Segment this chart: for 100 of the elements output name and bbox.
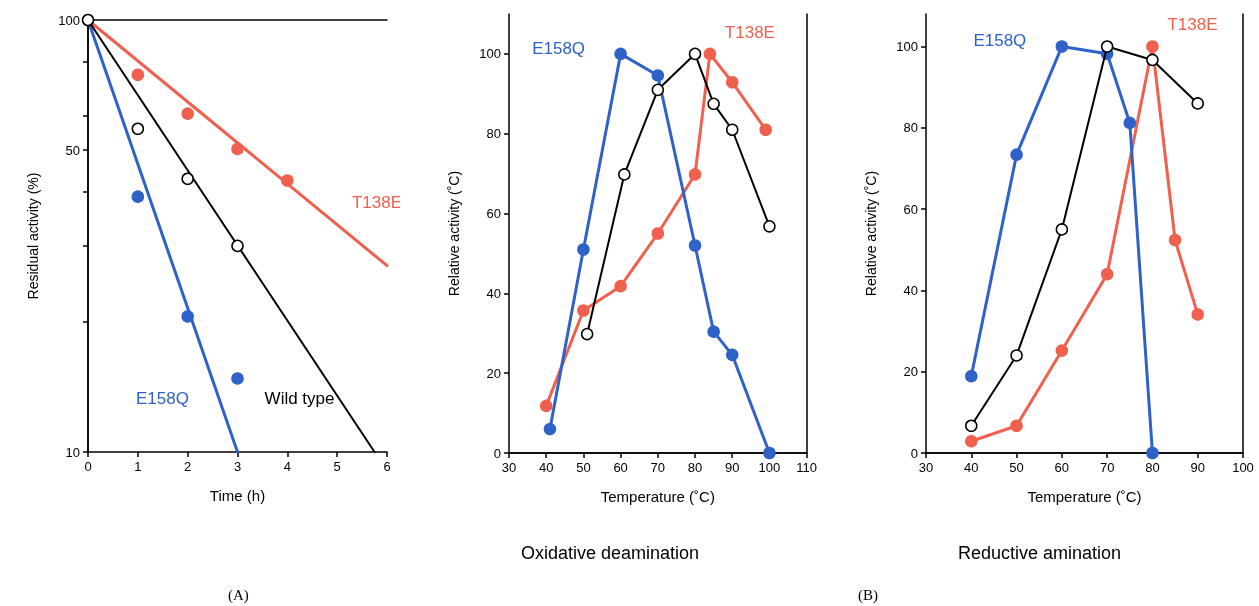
point [614,47,627,61]
y-tick-label: 50 [65,142,80,158]
point [1191,97,1204,110]
y-tick-label: 100 [479,46,501,62]
point [707,325,720,338]
point [759,123,772,136]
point [231,239,244,253]
x-tick-label: 80 [1145,460,1160,475]
x-tick-label: 40 [964,460,979,475]
y-tick-label: 40 [486,285,501,301]
y-tick-label: 10 [65,444,80,460]
series-label: T138E [1167,15,1218,35]
x-tick-label: 50 [576,460,591,475]
y-tick-label: 20 [486,365,501,381]
point [1100,267,1114,281]
point [81,13,95,27]
point [1168,233,1182,247]
x-tick-label: 80 [687,460,703,475]
text: Reductive amination [957,543,1122,563]
x-tick-label: 60 [613,460,628,475]
point [281,174,294,187]
x-tick-label: 5 [333,459,341,474]
y-tick-label: 0 [910,445,918,461]
point [1146,40,1159,53]
point [577,304,590,317]
point [539,399,553,413]
x-tick-label: 100 [758,460,781,475]
point [131,122,145,136]
x-tick-label: 40 [538,460,554,475]
x-tick-label: 70 [1099,460,1115,475]
point [1146,53,1159,67]
point [725,348,739,362]
text: (B) [858,586,878,604]
y-tick-label: 80 [486,126,501,142]
point [131,68,145,81]
point [1010,419,1023,433]
x-tick-label: 100 [1232,460,1254,475]
point [1010,349,1023,362]
x-tick-label: 4 [283,459,291,474]
x-tick-label: 1 [134,459,142,474]
point [181,310,194,323]
y-tick-label: 20 [903,364,918,380]
point [688,47,702,61]
series-label: Wild type [264,389,335,408]
series-label: E158Q [136,389,189,408]
x-tick-label: 0 [84,459,92,474]
point [688,168,702,181]
point [181,172,194,186]
point [1055,40,1069,53]
point [1010,148,1023,161]
point [580,327,594,341]
point [725,123,739,136]
point [543,422,557,436]
point [181,107,194,120]
y-axis-title: Relative activity (˚C) [446,170,462,297]
x-tick-label: 90 [724,460,740,475]
point [231,372,244,385]
point [1123,116,1137,130]
x-tick-label: 30 [918,460,934,475]
point [651,227,665,240]
x-tick-label: 110 [796,460,817,475]
x-axis-title: Temperature (˚C) [600,488,715,505]
series-label: E158Q [973,31,1027,51]
point [651,69,665,82]
x-tick-label: 6 [383,459,391,474]
point [688,239,702,252]
x-tick-label: 70 [650,460,666,475]
point [703,47,717,61]
point [1055,223,1069,236]
x-tick-label: 2 [184,459,192,474]
x-tick-label: 3 [233,459,242,474]
point [1191,308,1204,321]
y-tick-label: 100 [58,12,80,28]
y-axis-title: Relative activity (˚C) [863,170,879,297]
y-tick-label: 100 [896,39,918,55]
x-axis-title: Temperature (˚C) [1027,488,1142,505]
y-tick-label: 0 [493,445,501,461]
point [965,434,978,448]
point [131,190,145,203]
text: Oxidative deamination [520,543,700,563]
point [651,83,665,97]
point [965,419,978,433]
x-tick-label: 30 [501,460,517,475]
y-tick-label: 60 [486,206,501,222]
x-tick-label: 50 [1009,460,1024,475]
point [577,243,590,256]
series-label: E158Q [532,38,586,58]
point [1100,40,1114,53]
point [965,369,978,383]
point [614,279,627,293]
point [763,220,776,233]
point [1146,446,1159,460]
point [231,142,244,156]
point [1055,344,1069,357]
x-tick-label: 60 [1054,460,1070,475]
y-tick-label: 40 [903,282,918,298]
y-tick-label: 80 [903,120,918,136]
point [763,446,776,460]
y-tick-label: 60 [903,201,918,217]
y-axis-title: Residual activity (%) [25,172,41,300]
